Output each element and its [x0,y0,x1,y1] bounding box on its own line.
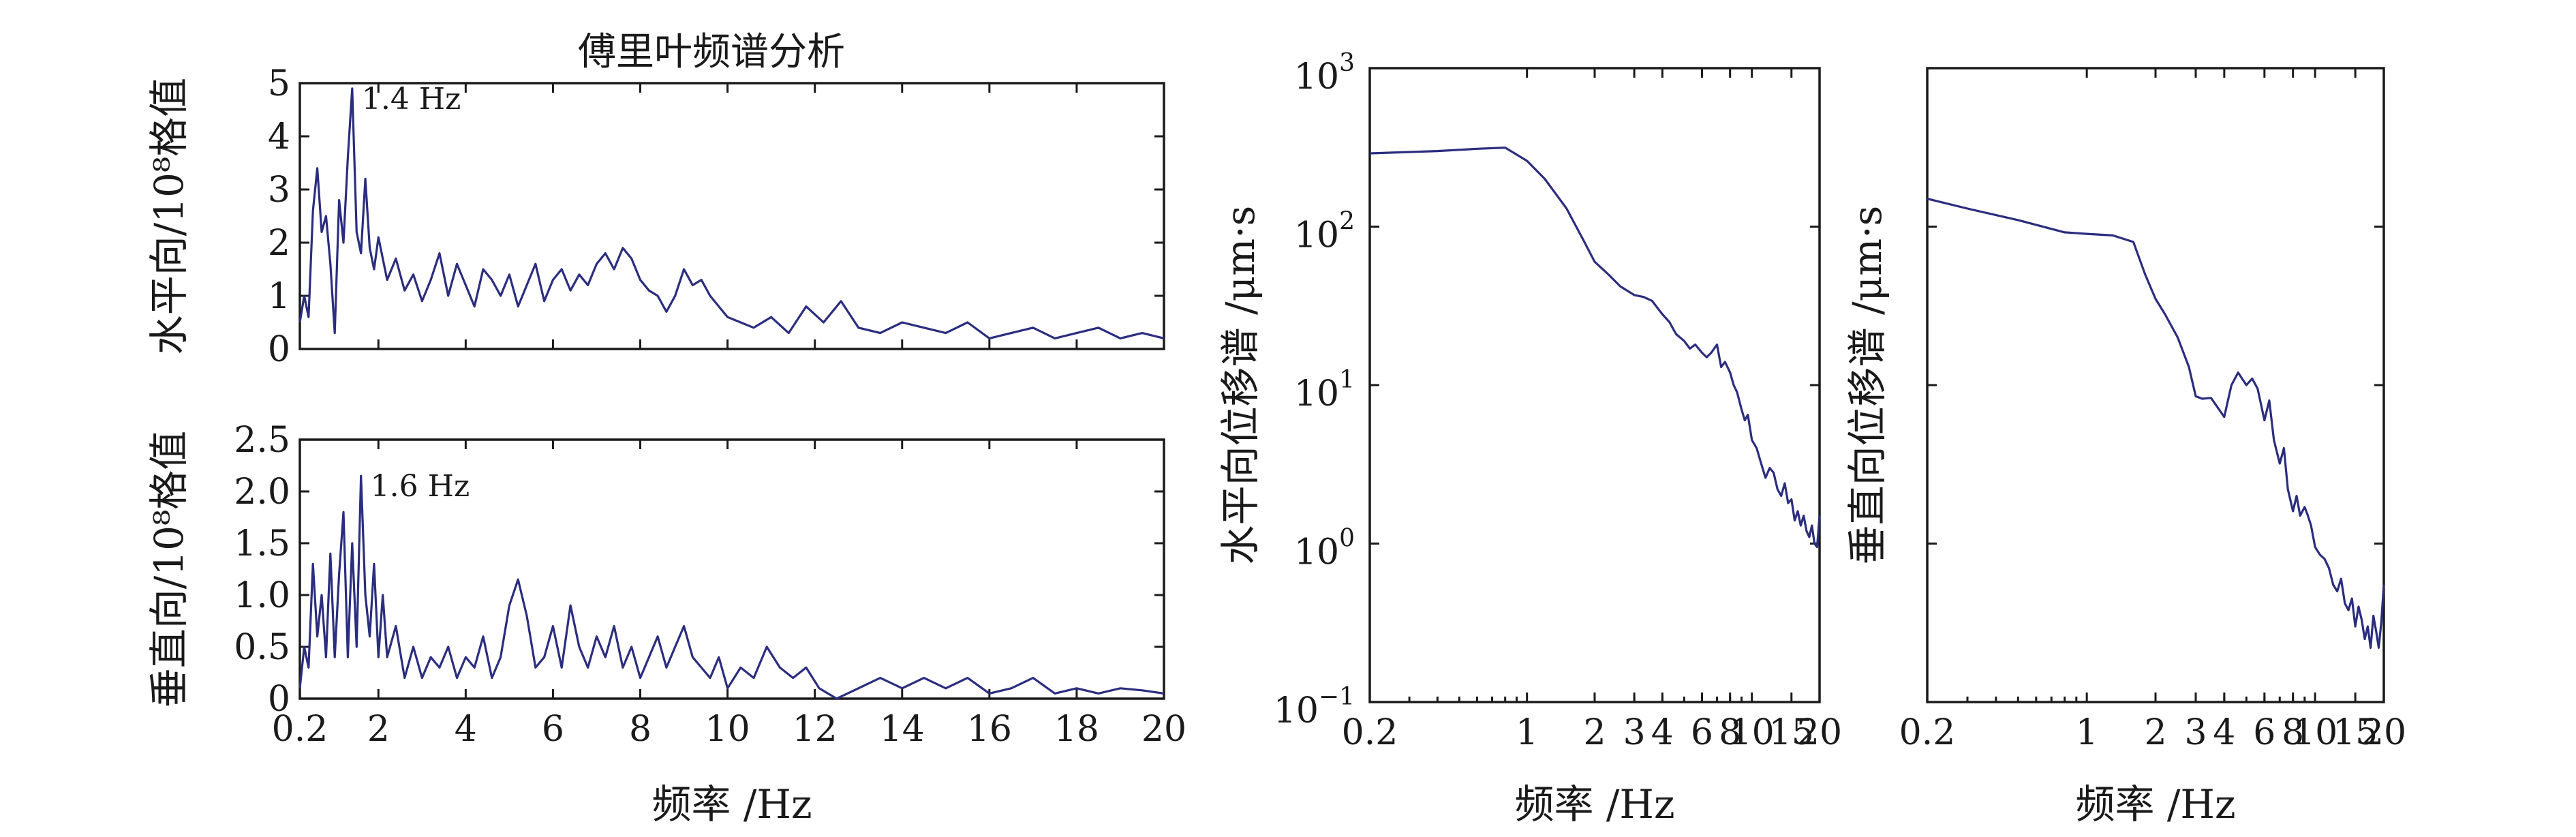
y-tick-label: 10−1 [1274,683,1355,731]
y-axis-title: 垂直向位移谱 /μm·s [1844,206,1890,565]
x-tick-label: 4 [1651,712,1674,753]
x-tick-label: 15 [2333,712,2378,753]
x-tick-label: 2 [2144,712,2166,753]
series-line [1927,198,2385,650]
x-tick-label: 20 [1141,709,1186,750]
y-tick-label: 4 [268,117,290,157]
x-tick-label: 0.2 [272,709,328,750]
plot-frame [1368,67,1821,703]
x-tick-label: 8 [629,709,651,750]
x-tick-label: 20 [1797,712,1842,753]
y-tick-label: 0 [268,679,290,720]
x-tick-label: 18 [1054,709,1099,750]
series-line [298,87,1165,339]
y-axis-title: 水平向位移谱 /μm·s [1217,206,1263,565]
x-tick-label: 0.2 [1342,712,1398,753]
y-tick-label: 1 [268,276,290,317]
y-tick-label: 3 [268,170,290,211]
y-tick-label: 2 [268,223,290,264]
x-tick-label: 12 [793,709,838,750]
x-tick-label: 16 [967,709,1012,750]
plot-frame [1926,67,2385,703]
x-tick-label: 4 [455,709,477,750]
x-tick-label: 10 [2293,712,2337,753]
x-axis-title: 频率 /Hz [1514,781,1674,827]
y-axis-title: 垂直向/10⁸格值 [146,431,192,708]
y-tick-label: 101 [1294,366,1355,414]
x-tick-label: 3 [2184,712,2207,753]
x-tick-label: 8 [2282,712,2304,753]
x-tick-label: 2 [1583,712,1606,753]
plot-frame [298,438,1165,700]
x-tick-label: 14 [880,709,925,750]
x-tick-label: 20 [2361,712,2406,753]
y-tick-label: 0.5 [234,627,290,668]
x-tick-label: 1 [2076,712,2098,753]
x-axis-title: 频率 /Hz [651,781,812,827]
x-tick-label: 8 [1719,712,1741,753]
chart-title: 傅里叶频谱分析 [578,30,845,74]
y-tick-label: 102 [1294,208,1355,256]
x-axis-title: 频率 /Hz [2075,781,2235,827]
x-tick-label: 6 [2253,712,2275,753]
series-line [298,474,1165,700]
x-tick-label: 6 [542,709,564,750]
y-tick-label: 100 [1294,525,1355,573]
x-tick-label: 10 [1730,712,1775,753]
y-tick-label: 0 [268,329,290,370]
peak-annotation: 1.4 Hz [362,82,461,117]
x-tick-label: 2 [367,709,390,750]
peak-annotation: 1.6 Hz [371,469,470,504]
y-tick-label: 1.5 [234,523,290,564]
y-tick-label: 103 [1294,49,1355,97]
x-tick-label: 10 [705,709,750,750]
x-tick-label: 4 [2213,712,2235,753]
y-axis-title: 水平向/10⁸格值 [146,78,192,355]
x-tick-label: 15 [1769,712,1814,753]
x-tick-label: 6 [1691,712,1713,753]
plot-frame [298,82,1165,350]
x-tick-label: 3 [1623,712,1646,753]
x-tick-label: 0.2 [1899,712,1956,753]
y-tick-label: 2.0 [234,472,290,513]
y-tick-label: 5 [268,63,290,104]
y-tick-label: 2.5 [234,420,290,461]
y-tick-label: 1.0 [234,575,290,616]
series-line [1369,147,1821,549]
vertical-fourier-panel: 0.2 2 4 6 8 10 12 14 16 18 20 0 0.5 1.0 1.5 2.0 2.5 1.6 H… [146,420,1186,827]
x-tick-label: 1 [1516,712,1538,753]
